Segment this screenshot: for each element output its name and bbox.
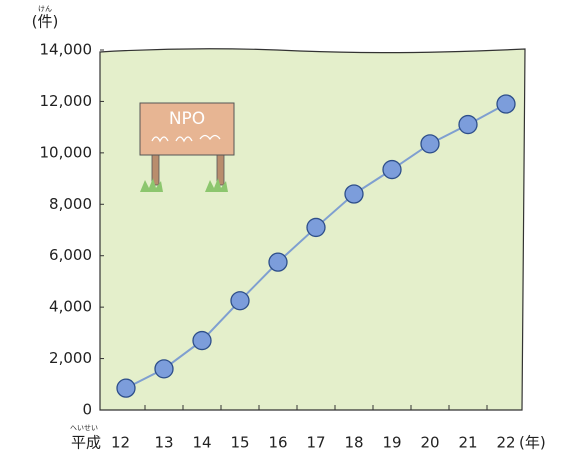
y-unit-ruby: けん (38, 5, 52, 13)
sign-text: NPO (169, 109, 205, 129)
x-tick-label: 12 (111, 434, 130, 452)
y-tick-label: 4,000 (49, 298, 92, 316)
data-point (154, 359, 174, 379)
x-tick-label: 15 (230, 434, 249, 452)
y-tick-label: 12,000 (40, 92, 93, 110)
x-tick-label: 22 (496, 434, 515, 452)
x-tick-label: 14 (192, 434, 211, 452)
y-unit: (件) (32, 13, 59, 31)
data-point (306, 217, 326, 238)
y-tick-label: 8,000 (49, 195, 92, 213)
y-tick-label: 2,000 (49, 349, 92, 367)
y-tick-label: 14,000 (40, 41, 93, 59)
x-unit: (年) (519, 434, 546, 452)
x-prefix-ruby: へいせい (70, 424, 98, 432)
data-point (458, 114, 478, 135)
y-tick-label: 0 (82, 401, 92, 419)
x-prefix: 平成 (71, 434, 101, 452)
data-point (496, 94, 516, 114)
x-tick-label: 21 (458, 434, 477, 452)
data-point (230, 291, 250, 311)
y-tick-label: 6,000 (49, 246, 92, 264)
data-point (344, 184, 364, 204)
data-point (192, 330, 212, 351)
x-tick-label: 19 (382, 434, 401, 452)
x-tick-label: 17 (306, 434, 325, 452)
x-tick-label: 18 (344, 434, 363, 452)
sign: NPO (139, 102, 235, 192)
data-point (382, 159, 402, 180)
y-tick-label: 10,000 (40, 143, 93, 161)
x-tick-label: 13 (154, 434, 173, 452)
data-point (420, 134, 440, 154)
data-point (116, 378, 136, 398)
x-tick-label: 20 (420, 434, 439, 452)
data-point (268, 252, 288, 272)
x-tick-label: 16 (268, 434, 287, 452)
